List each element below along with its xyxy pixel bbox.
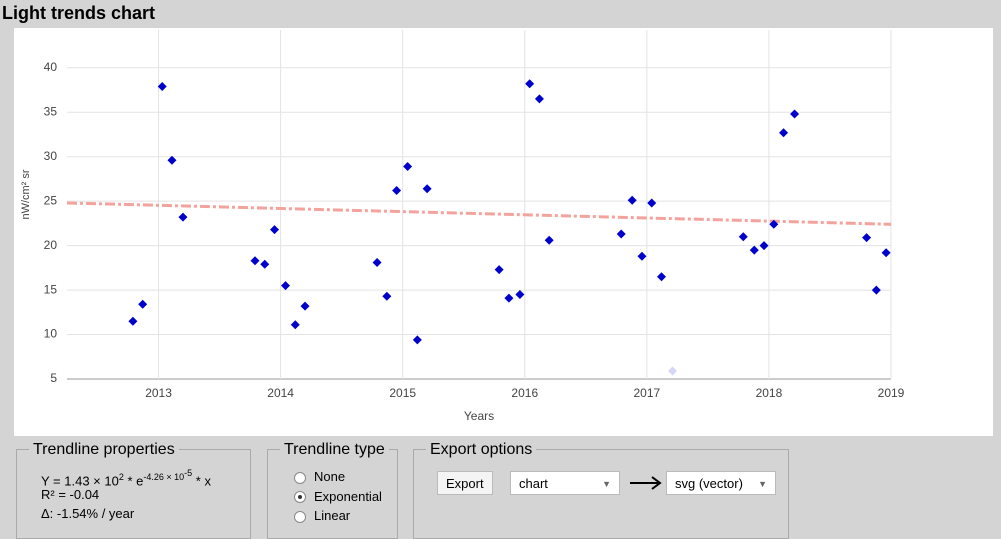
x-tick-label: 2017 xyxy=(634,386,661,400)
point xyxy=(290,320,300,330)
x-tick-label: 2016 xyxy=(511,386,538,400)
point xyxy=(178,212,188,222)
format-select[interactable]: svg (vector) ▼ xyxy=(666,471,776,495)
eq: -4.26 × 10 xyxy=(143,472,185,482)
x-tick-label: 2018 xyxy=(756,386,783,400)
point xyxy=(270,225,280,235)
point xyxy=(881,248,891,258)
chart: 5 10 15 20 25 30 35 40 2013 2014 2015 2016 2017 2018 2… xyxy=(14,28,993,436)
point xyxy=(504,293,514,303)
radio-option[interactable]: Exponential xyxy=(294,489,382,509)
export-button[interactable]: Export xyxy=(437,471,493,495)
point xyxy=(281,281,291,291)
point xyxy=(403,161,413,171)
y-tick-label: 25 xyxy=(44,193,58,207)
option-label: None xyxy=(314,469,346,484)
x-axis-label: Years xyxy=(464,409,494,423)
export-options: Export options Export chart ▼ svg (vector… xyxy=(413,441,789,539)
point xyxy=(862,233,872,243)
point xyxy=(871,285,881,295)
arrow xyxy=(630,476,662,490)
point xyxy=(769,219,779,229)
y-tick-label: 15 xyxy=(44,282,58,296)
point xyxy=(790,109,800,119)
option-label: Exponential xyxy=(314,488,382,504)
point xyxy=(759,241,769,251)
point xyxy=(372,258,382,268)
trendline xyxy=(66,201,892,226)
y-tick-label: 10 xyxy=(44,327,58,341)
trendline-properties: Trendline properties Y = 1.43 × 102 * e-… xyxy=(16,441,251,539)
point xyxy=(382,291,392,301)
point xyxy=(157,81,167,91)
point xyxy=(412,335,422,345)
option-label: Linear xyxy=(314,508,351,523)
eq: * x xyxy=(192,473,211,489)
eq: * e xyxy=(123,473,144,489)
y-tick-label: 35 xyxy=(44,104,58,118)
delta: Δ: -1.54% / year xyxy=(41,506,135,521)
select-value: svg (vector) xyxy=(675,476,743,491)
point xyxy=(525,79,535,89)
trendline-type: Trendline type None Exponential Linear xyxy=(267,441,398,539)
point xyxy=(738,232,748,242)
point xyxy=(749,245,759,255)
eq: Y = 1.43 × 10 xyxy=(41,473,119,489)
legend: Export options xyxy=(426,441,537,459)
point xyxy=(616,229,626,239)
x-tick-label: 2014 xyxy=(267,386,294,400)
point xyxy=(128,316,138,326)
radio-option[interactable]: None xyxy=(294,469,382,489)
r2: R² = -0.04 xyxy=(41,487,100,502)
point xyxy=(422,184,432,194)
page-title: Light trends chart xyxy=(2,3,156,23)
radio-option[interactable]: Linear xyxy=(294,508,382,528)
point xyxy=(667,366,677,376)
point xyxy=(647,198,657,208)
point xyxy=(637,251,647,261)
point xyxy=(392,185,402,195)
point xyxy=(494,265,504,275)
point xyxy=(260,259,270,269)
legend: Trendline properties xyxy=(29,441,179,459)
point xyxy=(138,299,148,309)
y-tick-label: 30 xyxy=(44,149,58,163)
equation: Y = 1.43 × 102 * e-4.26 × 10-5 * x xyxy=(41,468,211,488)
eq: -5 xyxy=(184,468,193,478)
y-axis-label: nW/cm² sr xyxy=(20,169,32,219)
x-tick-label: 2019 xyxy=(878,386,905,400)
point xyxy=(534,94,544,104)
eq: 2 xyxy=(118,472,124,482)
legend: Trendline type xyxy=(280,441,389,459)
x-tick-label: 2015 xyxy=(389,386,416,400)
y-tick-label: 5 xyxy=(50,371,57,385)
source-select[interactable]: chart ▼ xyxy=(510,471,620,495)
point xyxy=(657,272,667,282)
point xyxy=(167,155,177,165)
radio[interactable] xyxy=(294,491,306,504)
radio[interactable] xyxy=(294,471,306,484)
radio[interactable] xyxy=(294,510,306,523)
point xyxy=(515,290,525,300)
select-value: chart xyxy=(519,476,548,491)
point xyxy=(250,256,260,266)
y-tick-label: 20 xyxy=(44,238,58,252)
point xyxy=(300,301,310,311)
x-tick-label: 2013 xyxy=(145,386,172,400)
point xyxy=(627,195,637,205)
point xyxy=(779,128,789,138)
y-tick-label: 40 xyxy=(44,60,58,74)
point xyxy=(544,235,554,245)
options: None Exponential Linear xyxy=(294,469,382,528)
